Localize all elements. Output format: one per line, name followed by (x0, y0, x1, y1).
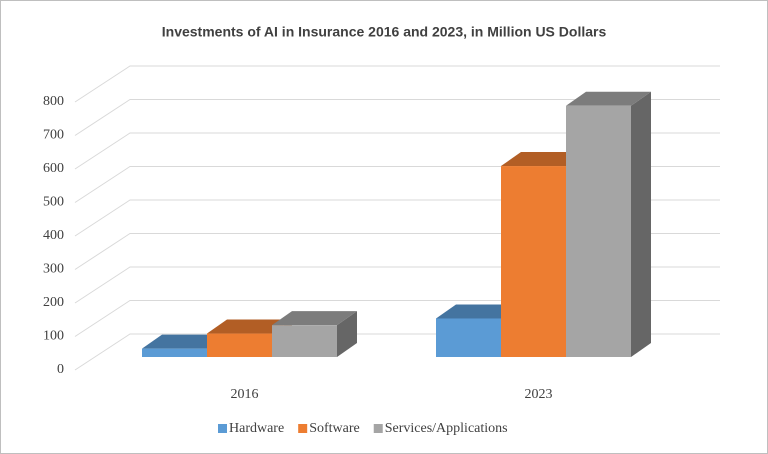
bar (142, 348, 207, 357)
legend-swatch (218, 424, 227, 433)
grid-line (74, 99, 720, 136)
y-tick-label: 300 (43, 262, 64, 277)
grid-line (74, 65, 720, 103)
bar-top (501, 152, 586, 167)
y-tick-label: 100 (43, 329, 64, 344)
bar (272, 325, 337, 357)
legend-swatch (298, 424, 308, 433)
legend-label: Software (309, 421, 360, 436)
y-tick-label: 400 (43, 228, 64, 243)
y-tick-label: 700 (43, 128, 64, 143)
legend-label: Hardware (229, 421, 284, 436)
bar-top (142, 334, 227, 349)
y-tick-label: 0 (57, 362, 64, 377)
y-tick-label: 800 (43, 94, 64, 109)
bar (207, 333, 272, 357)
x-tick-label: 2016 (231, 387, 259, 402)
bar (566, 105, 631, 357)
grid-line (74, 132, 720, 170)
bar-top (272, 311, 357, 326)
bar-side (631, 91, 651, 357)
labels: 0 100 200 300 400 500 600 700 800 2016 2023 Hardwar… (43, 94, 553, 436)
bars (142, 91, 651, 357)
y-tick-label: 500 (43, 195, 64, 210)
bar-side (337, 311, 357, 357)
bar-top (207, 319, 292, 334)
bar-top (436, 304, 521, 319)
legend-swatch (373, 424, 383, 433)
y-tick-label: 600 (43, 161, 64, 176)
bar (501, 166, 566, 357)
grid (74, 65, 720, 371)
bar (436, 318, 501, 357)
bar-top (566, 91, 651, 106)
x-tick-label: 2023 (525, 387, 553, 402)
y-tick-label: 200 (43, 295, 64, 310)
chart-title: Investments of AI in Insurance 2016 and … (162, 24, 607, 40)
legend-label: Services/Applications (385, 421, 508, 436)
